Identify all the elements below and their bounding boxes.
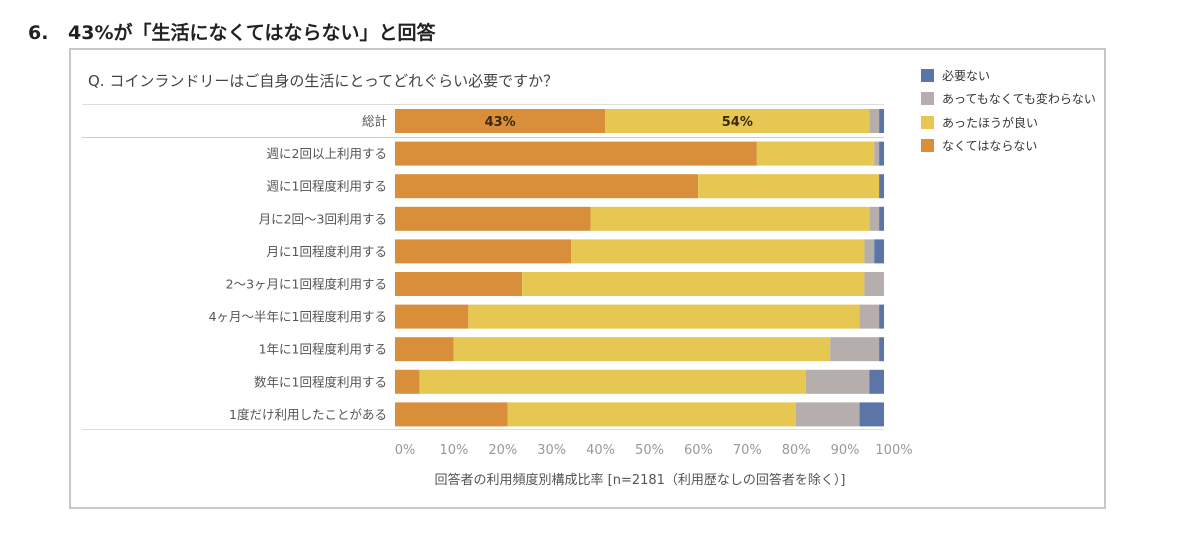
x-tick-label: 70% bbox=[733, 443, 762, 458]
chart-title: Q. コインランドリーはご自身の生活にとってどれぐらい必要ですか？ bbox=[88, 72, 559, 90]
category-label: 総計 bbox=[362, 114, 387, 129]
category-label: 週に1回程度利用する bbox=[267, 179, 387, 194]
bar-segment bbox=[522, 272, 865, 296]
x-tick-label: 0% bbox=[395, 443, 416, 458]
bar-segment bbox=[859, 402, 884, 427]
section-number: 6. bbox=[28, 22, 49, 44]
x-tick-label: 40% bbox=[586, 443, 615, 458]
bar-segment bbox=[590, 206, 870, 231]
legend-swatch bbox=[921, 139, 934, 152]
bar-segment bbox=[869, 206, 880, 231]
bar-segment bbox=[879, 109, 884, 133]
legend-item-indispensable: なくてはならない bbox=[921, 137, 1037, 154]
bar-segment bbox=[869, 369, 884, 394]
category-label: 2～3ヶ月に1回程度利用する bbox=[226, 277, 387, 292]
bar-segment bbox=[698, 174, 880, 199]
x-tick-label: 60% bbox=[684, 443, 713, 458]
data-label: 43% bbox=[485, 115, 516, 130]
bar-segment bbox=[395, 109, 606, 133]
bar-segment bbox=[395, 141, 757, 166]
x-tick-label: 20% bbox=[488, 443, 517, 458]
bar-segment bbox=[874, 239, 884, 264]
x-tick-label: 50% bbox=[635, 443, 664, 458]
bar-segment bbox=[805, 369, 870, 394]
bar-segment bbox=[395, 337, 454, 362]
category-label: 4ヶ月～半年に1回程度利用する bbox=[209, 309, 387, 324]
bar-segment bbox=[605, 109, 870, 133]
chart-frame bbox=[69, 48, 1106, 509]
category-label: 月に1回程度利用する bbox=[267, 244, 387, 259]
bar-segment bbox=[795, 402, 860, 427]
bar-segment bbox=[859, 304, 880, 329]
bar-segment bbox=[395, 369, 420, 394]
legend-item-no-difference: あってもなくても変わらない bbox=[921, 90, 1096, 107]
bar-segment bbox=[869, 109, 880, 133]
bar-segment bbox=[879, 206, 884, 231]
bar-segment bbox=[419, 369, 806, 394]
bar-segment bbox=[453, 337, 831, 362]
category-label: 1年に1回程度利用する bbox=[259, 342, 387, 357]
legend-item-better-to-have: あったほうが良い bbox=[921, 114, 1038, 131]
bar-segment bbox=[395, 206, 591, 231]
x-tick-label: 30% bbox=[537, 443, 566, 458]
section-title: 43%が「生活になくてはならない」と回答 bbox=[68, 22, 436, 44]
category-label: 1度だけ利用したことがある bbox=[229, 407, 387, 422]
legend-swatch bbox=[921, 92, 934, 105]
bar-segment bbox=[756, 141, 875, 166]
bar-segment bbox=[571, 239, 865, 264]
bar-segment bbox=[395, 174, 699, 199]
bar-segment bbox=[395, 402, 508, 427]
bar-segment bbox=[874, 141, 880, 166]
bar-segment bbox=[507, 402, 796, 427]
bar-segment bbox=[864, 239, 875, 264]
x-tick-label: 80% bbox=[782, 443, 811, 458]
legend-label: あってもなくても変わらない bbox=[942, 92, 1096, 106]
bar-segment bbox=[395, 304, 469, 329]
data-label: 54% bbox=[722, 115, 753, 130]
category-label: 数年に1回程度利用する bbox=[254, 374, 387, 389]
legend-label: なくてはならない bbox=[942, 139, 1038, 153]
category-label: 月に2回～3回利用する bbox=[259, 211, 387, 226]
section-heading: 6. 43%が「生活になくてはならない」と回答 bbox=[28, 18, 436, 45]
bar-segment bbox=[395, 272, 523, 296]
legend-swatch bbox=[921, 69, 934, 82]
legend-label: あったほうが良い bbox=[942, 116, 1039, 130]
legend-label: 必要ない bbox=[942, 69, 991, 83]
bar-segment bbox=[879, 174, 884, 199]
bar-segment bbox=[879, 141, 884, 166]
x-tick-label: 100% bbox=[875, 443, 912, 458]
bar-segment bbox=[830, 337, 880, 362]
legend-item-not-needed: 必要ない bbox=[921, 67, 990, 84]
legend-swatch bbox=[921, 116, 934, 129]
bar-segment bbox=[395, 239, 572, 264]
bar-segment bbox=[879, 304, 884, 329]
x-tick-label: 90% bbox=[831, 443, 860, 458]
x-axis-label: 回答者の利用頻度別構成比率 [n=2181（利用歴なしの回答者を除く）] bbox=[434, 473, 846, 488]
bar-segment bbox=[879, 337, 884, 362]
bar-segment bbox=[468, 304, 860, 329]
category-label: 週に2回以上利用する bbox=[267, 146, 387, 161]
x-tick-label: 10% bbox=[439, 443, 468, 458]
bar-segment bbox=[864, 272, 884, 296]
